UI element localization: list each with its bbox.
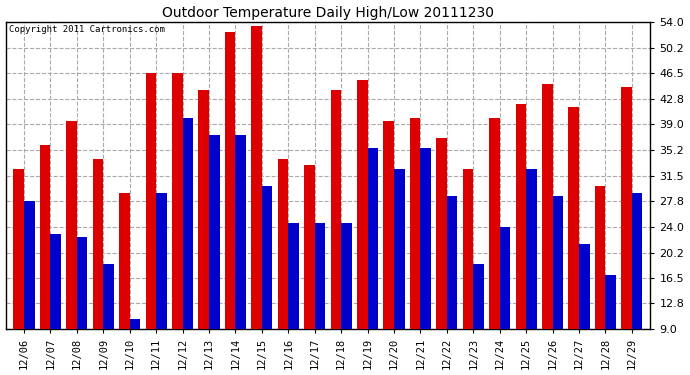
Bar: [40, 145, 50, 375]
Bar: [92, 159, 104, 375]
Bar: [436, 138, 447, 375]
Bar: [368, 148, 378, 375]
Bar: [579, 244, 590, 375]
Bar: [394, 169, 404, 375]
Bar: [24, 201, 34, 375]
Bar: [331, 90, 341, 375]
Bar: [526, 169, 537, 375]
Bar: [489, 118, 500, 375]
Bar: [66, 121, 77, 375]
Bar: [500, 227, 511, 375]
Bar: [119, 193, 130, 375]
Bar: [622, 87, 632, 375]
Bar: [420, 148, 431, 375]
Bar: [542, 84, 553, 375]
Bar: [209, 135, 219, 375]
Bar: [606, 274, 616, 375]
Bar: [77, 237, 88, 375]
Bar: [278, 159, 288, 375]
Bar: [235, 135, 246, 375]
Bar: [262, 186, 273, 375]
Bar: [447, 196, 457, 375]
Bar: [341, 224, 352, 375]
Bar: [104, 264, 114, 375]
Bar: [595, 186, 606, 375]
Text: Copyright 2011 Cartronics.com: Copyright 2011 Cartronics.com: [9, 25, 165, 34]
Bar: [199, 90, 209, 375]
Bar: [251, 26, 262, 375]
Bar: [384, 121, 394, 375]
Bar: [14, 169, 24, 375]
Bar: [410, 118, 420, 375]
Bar: [473, 264, 484, 375]
Title: Outdoor Temperature Daily High/Low 20111230: Outdoor Temperature Daily High/Low 20111…: [162, 6, 494, 20]
Bar: [515, 104, 526, 375]
Bar: [463, 169, 473, 375]
Bar: [288, 224, 299, 375]
Bar: [304, 165, 315, 375]
Bar: [553, 196, 563, 375]
Bar: [569, 107, 579, 375]
Bar: [225, 32, 235, 375]
Bar: [156, 193, 167, 375]
Bar: [315, 224, 326, 375]
Bar: [357, 80, 368, 375]
Bar: [130, 319, 140, 375]
Bar: [172, 73, 183, 375]
Bar: [146, 73, 156, 375]
Bar: [632, 193, 642, 375]
Bar: [50, 234, 61, 375]
Bar: [183, 118, 193, 375]
